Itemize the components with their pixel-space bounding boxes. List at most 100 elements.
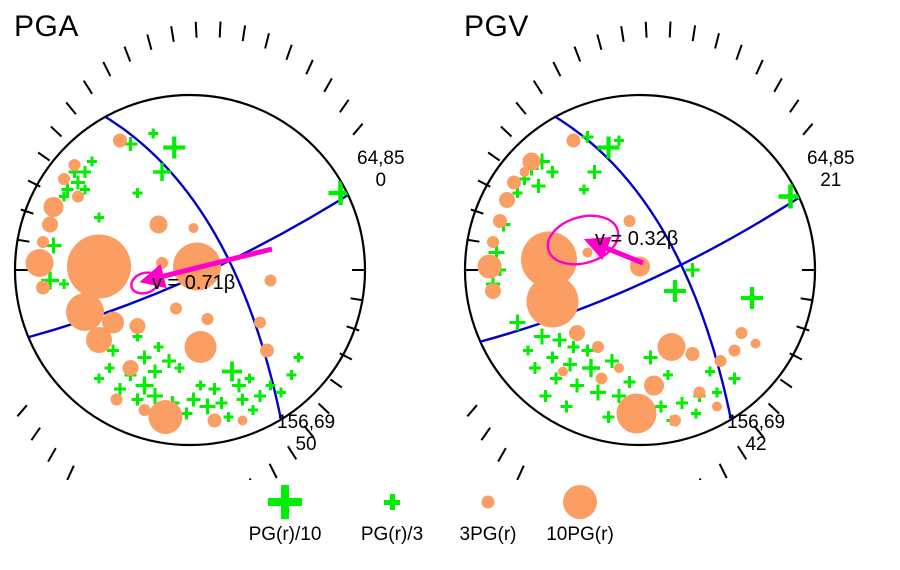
marker-cross [186, 398, 201, 401]
marker-group-green-pga [41, 128, 353, 422]
marker-dot [712, 401, 722, 412]
marker-cross [581, 349, 594, 352]
marker-cross [174, 366, 185, 370]
mean-vector-arrow-pgv [583, 236, 644, 266]
marker-cross [512, 191, 523, 195]
marker-cross [137, 356, 152, 359]
page-title-pgv: PGV [464, 10, 529, 43]
marker-cross [570, 384, 584, 387]
marker-cross [59, 282, 69, 286]
marker-cross [328, 190, 353, 196]
legend-label-3: 10PG(r) [546, 524, 614, 545]
marker-dot [728, 344, 741, 357]
marker-dot [582, 247, 593, 258]
marker-group-orange-pgv [477, 133, 761, 434]
marker-dot [566, 133, 581, 148]
marker-cross [114, 387, 126, 391]
marker-cross [602, 415, 615, 419]
large-orange-dot-icon [528, 482, 632, 522]
marker-cross [195, 384, 206, 387]
legend-label-1: PG(r)/3 [360, 524, 424, 545]
marker-cross [741, 295, 763, 301]
marker-dot [72, 190, 84, 203]
legend-item-0: PG(r)/10 [230, 482, 340, 546]
marker-cross [643, 356, 658, 359]
marker-dot [184, 331, 217, 363]
marker-cross [265, 384, 276, 387]
marker-cross [45, 243, 62, 248]
marker-cross [79, 170, 91, 174]
nodal-plane-2 [478, 186, 815, 344]
marker-dot [43, 197, 64, 217]
strike-dip-label-bottom-pgv: 156,69 42 [727, 412, 785, 456]
marker-cross [590, 390, 606, 395]
marker-cross [153, 345, 164, 349]
marker-dot [66, 293, 104, 331]
marker-cross [107, 349, 119, 352]
marker-dot [526, 275, 579, 328]
marker-cross [147, 394, 163, 398]
marker-dot [614, 363, 624, 373]
marker-dot [254, 316, 266, 329]
marker-cross [664, 288, 686, 294]
marker-cross [488, 250, 505, 255]
marker-cross [293, 356, 304, 359]
large-green-cross-icon [230, 482, 340, 522]
marker-cross [163, 145, 186, 150]
marker-cross [663, 373, 673, 377]
marker-cross [534, 159, 550, 164]
marker-cross [691, 412, 701, 415]
marker-cross [581, 135, 594, 139]
marker-dot [657, 333, 686, 361]
marker-cross [236, 398, 249, 401]
marker-cross [728, 377, 741, 380]
marker-cross [148, 132, 159, 135]
marker-cross [199, 404, 216, 409]
marker-cross [605, 359, 619, 363]
marker-cross [552, 338, 567, 342]
marker-dot [616, 393, 657, 434]
marker-cross [94, 216, 104, 219]
rake-value-top-pga: 0 [375, 170, 387, 191]
marker-dot [237, 415, 248, 426]
stereonet-pga: 64,85 0 156,69 50 v = 0.71β [0, 0, 450, 480]
marker-dot [522, 152, 541, 171]
stereonet-pgv: 64,85 21 156,69 42 v = 0.32β [450, 0, 900, 480]
marker-dot [122, 360, 139, 376]
marker-dot [693, 386, 706, 399]
marker-cross [582, 366, 600, 370]
stereonet-pga-svg [13, 21, 367, 480]
marker-dot [201, 313, 214, 325]
marker-dot [67, 234, 131, 299]
marker-cross [676, 401, 688, 405]
marker-dot [519, 167, 530, 177]
marker-cross [614, 139, 624, 142]
marker-cross [560, 405, 573, 408]
marker-dot [188, 223, 199, 233]
marker-cross [534, 334, 550, 339]
marker-dot [595, 372, 608, 385]
marker-dot [110, 393, 123, 406]
rake-value-bottom-pga: 50 [295, 434, 317, 455]
marker-cross [59, 195, 69, 198]
marker-dot [25, 249, 54, 277]
marker-cross [223, 415, 234, 419]
marker-dot [264, 274, 277, 287]
marker-cross [531, 184, 546, 188]
strike-dip-value-bottom-pga: 156,69 [277, 412, 336, 433]
marker-dot [750, 338, 761, 349]
marker-cross [529, 366, 541, 370]
marker-cross [153, 170, 171, 174]
marker-cross [41, 278, 59, 283]
confidence-ellipse-pgv [546, 214, 620, 266]
legend-label-2: 3PG(r) [459, 524, 517, 545]
marker-cross [623, 380, 636, 384]
marker-cross [104, 366, 115, 370]
marker-dot [685, 347, 700, 361]
marker-cross [712, 391, 722, 394]
marker-cross [597, 145, 620, 150]
marker-cross [563, 363, 577, 366]
legend-item-1: PG(r)/3 [342, 482, 442, 546]
marker-cross [87, 160, 97, 163]
